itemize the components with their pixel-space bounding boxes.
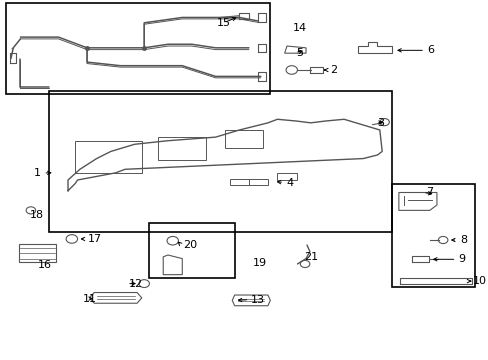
- Polygon shape: [398, 193, 436, 210]
- Text: 9: 9: [457, 254, 465, 264]
- Bar: [229, 179, 248, 185]
- Text: 10: 10: [472, 276, 486, 286]
- Bar: [6, 3, 270, 94]
- Bar: [277, 173, 296, 180]
- Text: 12: 12: [129, 279, 143, 289]
- Text: 2: 2: [329, 65, 336, 75]
- Text: 5: 5: [296, 48, 303, 58]
- Bar: [149, 223, 234, 278]
- Text: 15: 15: [216, 18, 230, 28]
- Text: 8: 8: [459, 235, 466, 245]
- Text: 4: 4: [285, 178, 293, 188]
- Bar: [224, 130, 263, 148]
- Polygon shape: [163, 255, 182, 275]
- Text: 11: 11: [83, 294, 97, 303]
- Bar: [75, 141, 142, 173]
- Polygon shape: [89, 293, 142, 303]
- Bar: [49, 91, 391, 232]
- Bar: [158, 137, 205, 160]
- Text: 3: 3: [377, 118, 384, 128]
- Text: 19: 19: [252, 258, 266, 268]
- Text: 17: 17: [88, 234, 102, 244]
- Text: 6: 6: [427, 45, 433, 55]
- Text: 1: 1: [34, 168, 41, 178]
- Text: 7: 7: [426, 187, 433, 197]
- Text: 14: 14: [292, 23, 306, 33]
- Bar: [391, 184, 474, 287]
- Text: 16: 16: [38, 260, 51, 270]
- Polygon shape: [284, 46, 305, 53]
- Text: 21: 21: [304, 252, 318, 262]
- Text: 20: 20: [183, 240, 197, 250]
- Polygon shape: [20, 244, 56, 262]
- Polygon shape: [232, 295, 270, 306]
- Polygon shape: [358, 42, 391, 53]
- Text: 18: 18: [30, 210, 44, 220]
- Bar: [248, 179, 267, 185]
- Text: 13: 13: [251, 295, 265, 305]
